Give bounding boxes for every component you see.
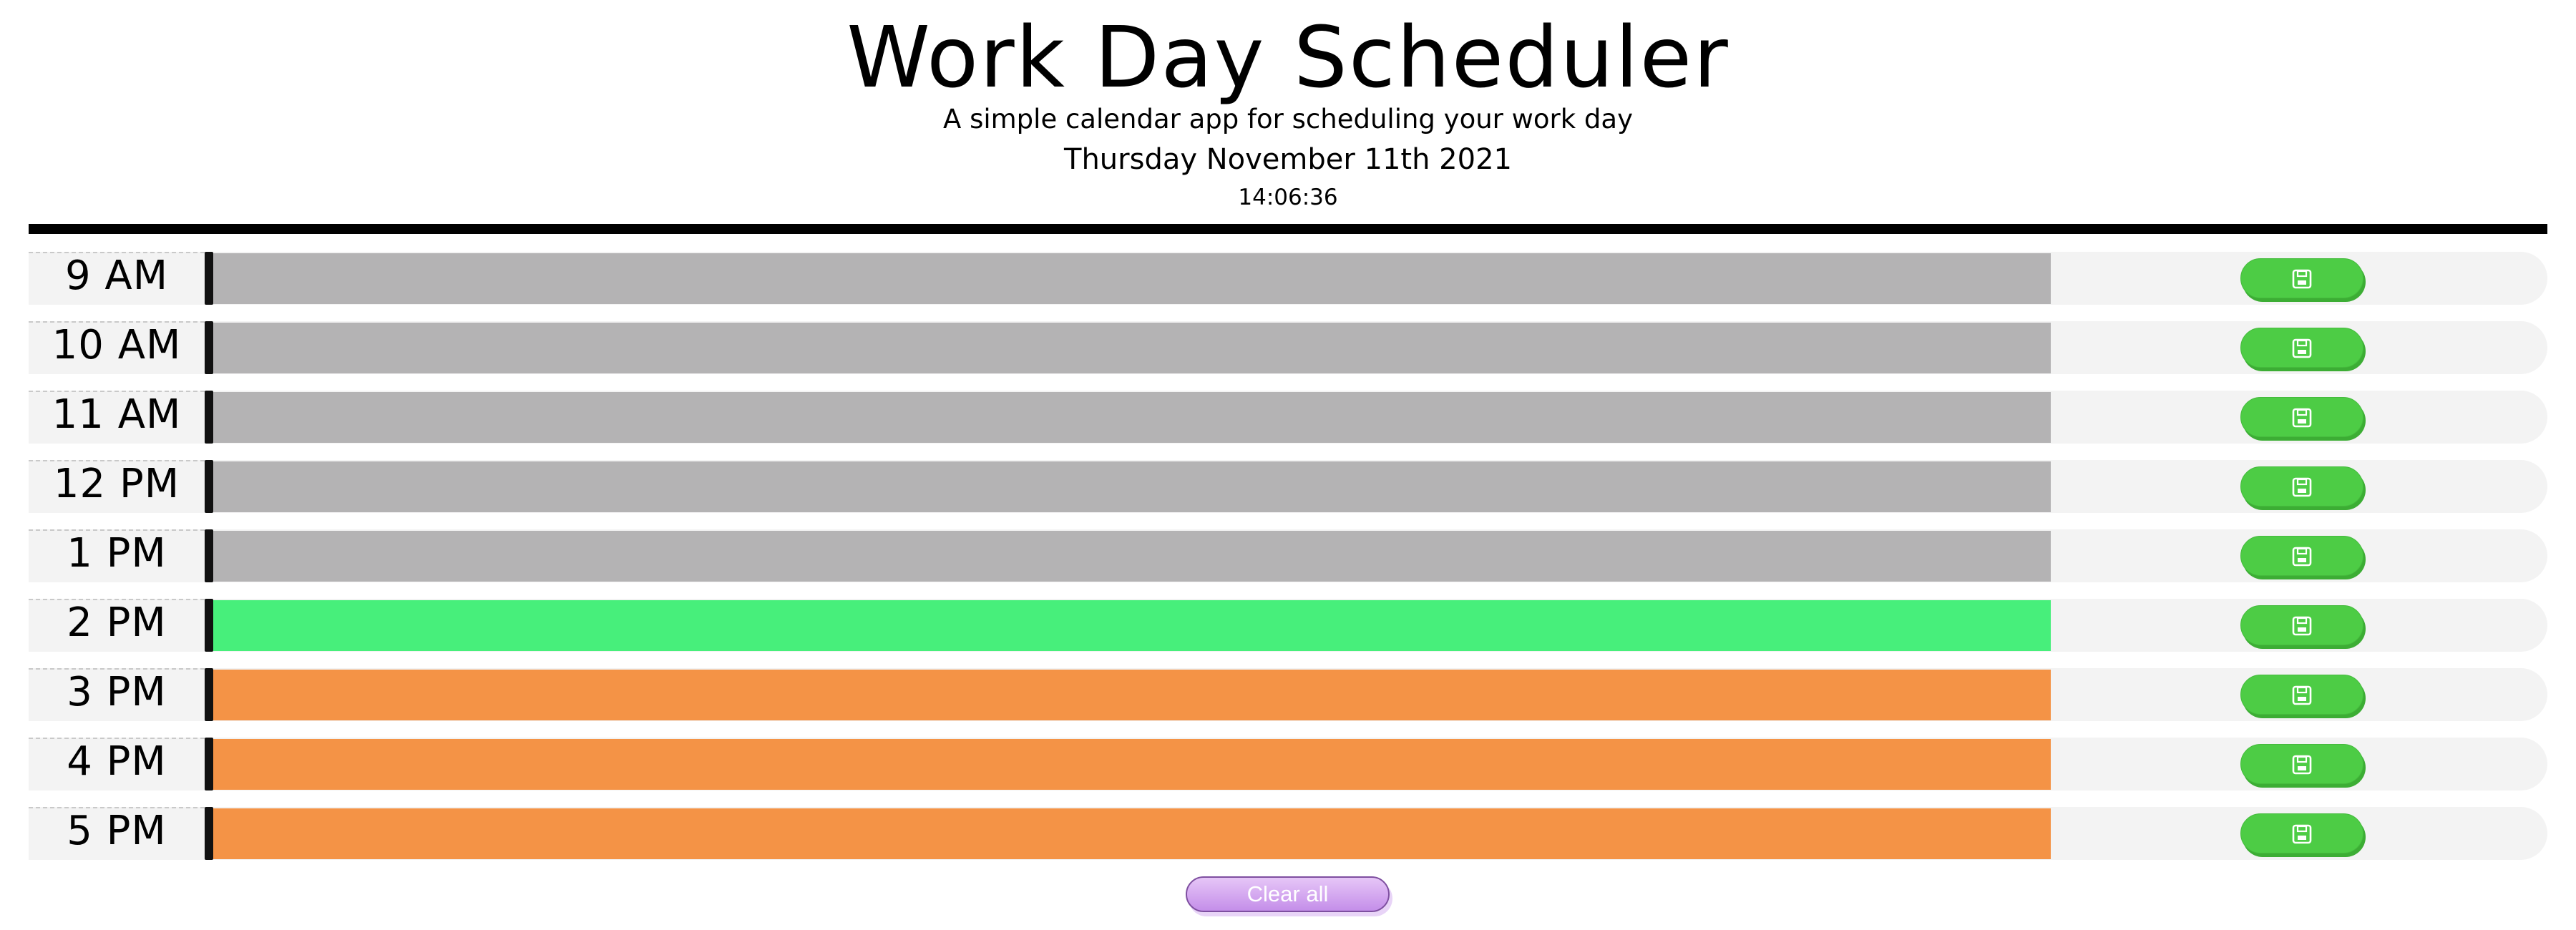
event-textarea[interactable] <box>213 323 2051 373</box>
hour-label: 2 PM <box>29 599 205 652</box>
hour-label: 1 PM <box>29 529 205 582</box>
timeblock-row: 3 PM <box>29 668 2547 721</box>
save-button[interactable] <box>2240 258 2363 298</box>
event-textarea[interactable] <box>213 739 2051 790</box>
event-textarea[interactable] <box>213 253 2051 304</box>
timeblock-row: 10 AM <box>29 321 2547 374</box>
save-button[interactable] <box>2240 466 2363 506</box>
timeblock-row: 5 PM <box>29 807 2547 860</box>
hour-label: 5 PM <box>29 807 205 860</box>
hour-divider <box>205 738 213 790</box>
timeblock-row: 11 AM <box>29 391 2547 444</box>
page-subtitle: A simple calendar app for scheduling you… <box>943 104 1633 134</box>
current-date: Thursday November 11th 2021 <box>1064 143 1512 176</box>
event-textarea[interactable] <box>213 531 2051 582</box>
event-textarea[interactable] <box>213 808 2051 859</box>
save-button[interactable] <box>2240 605 2363 645</box>
timeblock-row: 9 AM <box>29 252 2547 305</box>
header-divider <box>29 224 2547 234</box>
timeblock-list: 9 AM 10 AM 11 AM 12 PM 1 PM 2 PM 3 PM 4 PM 5 PM <box>29 252 2547 876</box>
hour-label: 4 PM <box>29 738 205 790</box>
hour-divider <box>205 252 213 305</box>
clear-all-button[interactable]: Clear all <box>1186 876 1390 912</box>
hour-divider <box>205 807 213 860</box>
save-button[interactable] <box>2240 813 2363 853</box>
hour-divider <box>205 391 213 444</box>
event-textarea[interactable] <box>213 670 2051 720</box>
hour-label: 9 AM <box>29 252 205 305</box>
timeblock-row: 4 PM <box>29 738 2547 790</box>
save-button[interactable] <box>2240 328 2363 368</box>
event-textarea[interactable] <box>213 600 2051 651</box>
hour-divider <box>205 668 213 721</box>
hour-label: 11 AM <box>29 391 205 444</box>
hour-divider <box>205 599 213 652</box>
timeblock-row: 12 PM <box>29 460 2547 513</box>
timeblock-row: 1 PM <box>29 529 2547 582</box>
current-time: 14:06:36 <box>1238 185 1338 210</box>
timeblock-row: 2 PM <box>29 599 2547 652</box>
save-button[interactable] <box>2240 536 2363 576</box>
hour-label: 3 PM <box>29 668 205 721</box>
event-textarea[interactable] <box>213 461 2051 512</box>
hour-divider <box>205 460 213 513</box>
hour-divider <box>205 529 213 582</box>
save-button[interactable] <box>2240 397 2363 437</box>
event-textarea[interactable] <box>213 392 2051 443</box>
hour-label: 10 AM <box>29 321 205 374</box>
hour-divider <box>205 321 213 374</box>
page-title: Work Day Scheduler <box>847 8 1729 107</box>
save-button[interactable] <box>2240 675 2363 715</box>
hour-label: 12 PM <box>29 460 205 513</box>
save-button[interactable] <box>2240 744 2363 784</box>
